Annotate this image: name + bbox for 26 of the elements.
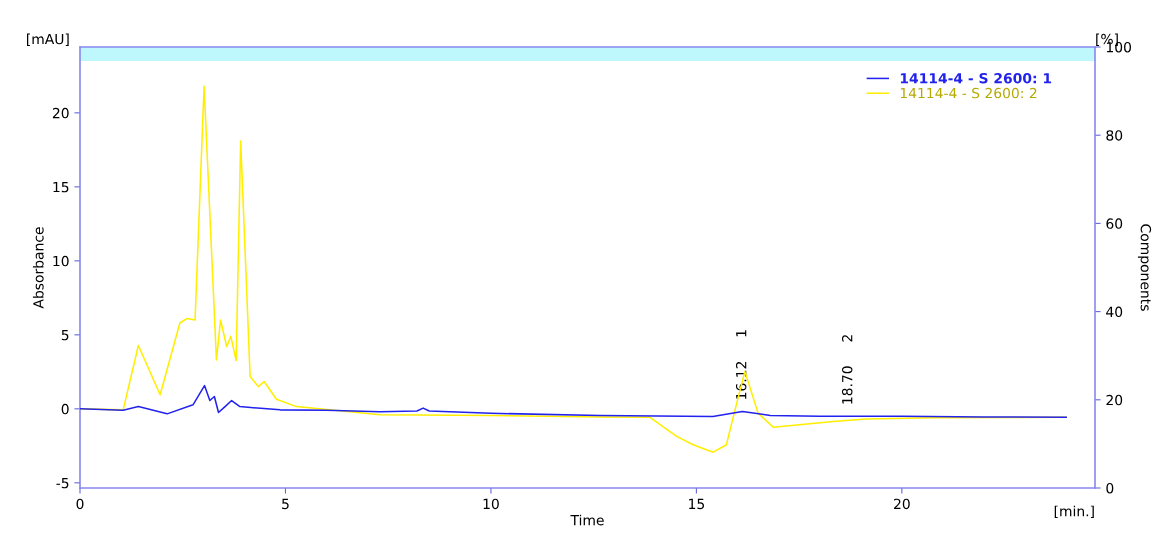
- y2-axis-title: Components: [1137, 224, 1152, 311]
- y-tick-label: -5: [56, 477, 69, 489]
- y-axis-title: Absorbance: [32, 227, 44, 309]
- annotation: 1: [736, 330, 747, 337]
- y-tick-label: 0: [61, 403, 69, 415]
- x-tick-label: 20: [894, 498, 910, 510]
- y2-tick-label: 0: [1106, 482, 1114, 494]
- y2-tick-label: 60: [1106, 218, 1123, 229]
- y2-tick-label: 80: [1106, 130, 1123, 141]
- y-tick-label: 15: [53, 182, 69, 193]
- x-tick-label: 0: [76, 498, 84, 510]
- x-tick-label: 5: [282, 498, 289, 510]
- text: [min.]: [1054, 505, 1094, 519]
- x-axis-title: Time: [570, 514, 604, 526]
- text: [mAU]: [27, 33, 69, 46]
- annotation: 18.70: [841, 366, 853, 404]
- y-tick-label: 20: [52, 107, 69, 119]
- x-tick-label: 15: [689, 498, 705, 510]
- y-tick-label: 5: [61, 329, 69, 341]
- legend-label: 14114-4 - S 2600: 2: [900, 87, 1037, 99]
- annotation: 2: [841, 335, 853, 342]
- y2-tick-label: 20: [1106, 394, 1123, 406]
- y2-tick-label: 40: [1106, 306, 1123, 318]
- legend-label: 14114-4 - S 2600: 1: [900, 72, 1052, 84]
- x-tick-label: 10: [483, 498, 499, 510]
- y-tick-label: 10: [53, 255, 69, 267]
